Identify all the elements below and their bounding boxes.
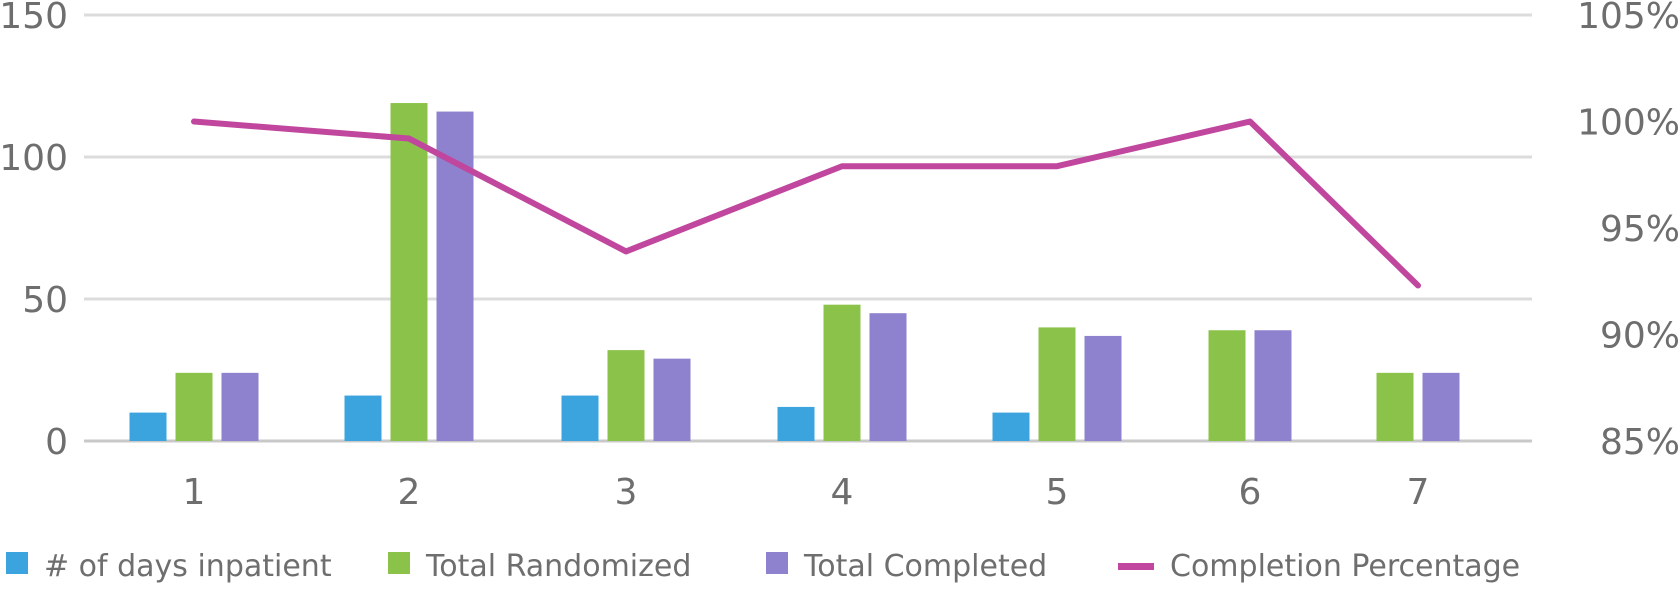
bar-of-days-inpatient: [992, 412, 1030, 441]
y2-tick-label: 100%: [1577, 103, 1680, 144]
legend-item: Total Randomized: [388, 549, 691, 584]
bar-total-completed: [221, 372, 259, 441]
bar-total-randomized: [1038, 327, 1076, 441]
bar-total-randomized: [1376, 372, 1414, 441]
legend: # of days inpatient Total Randomized Total…: [6, 549, 1520, 584]
legend-swatch: [6, 552, 28, 574]
legend-label: # of days inpatient: [44, 549, 332, 584]
bar-total-randomized: [823, 304, 861, 441]
legend-item: Completion Percentage: [1118, 549, 1520, 584]
legend-swatch: [1118, 563, 1154, 570]
x-tick-label: 5: [1046, 472, 1069, 513]
x-tick-label: 2: [398, 472, 421, 513]
y-tick-label: 0: [45, 422, 68, 463]
x-tick-label: 3: [615, 472, 638, 513]
bar-series: [129, 103, 1460, 441]
legend-item: # of days inpatient: [6, 549, 332, 584]
legend-label: Total Completed: [803, 549, 1047, 584]
legend-label: Completion Percentage: [1170, 549, 1520, 584]
bar-total-completed: [1254, 330, 1292, 441]
bar-total-completed: [1084, 335, 1122, 441]
bar-of-days-inpatient: [561, 395, 599, 441]
legend-swatch: [388, 552, 410, 574]
bar-total-completed: [653, 358, 691, 441]
x-tick-label: 1: [183, 472, 206, 513]
y-axis-right: 85% 90% 95% 100% 105%: [1577, 0, 1680, 463]
bar-of-days-inpatient: [777, 406, 815, 441]
bar-total-randomized: [607, 350, 645, 441]
bar-total-randomized: [1208, 330, 1246, 441]
bar-of-days-inpatient: [344, 395, 382, 441]
y2-tick-label: 85%: [1600, 422, 1680, 463]
y2-tick-label: 95%: [1600, 209, 1680, 250]
x-tick-label: 7: [1407, 472, 1430, 513]
legend-label: Total Randomized: [425, 549, 691, 584]
y-tick-label: 150: [0, 0, 68, 37]
gridlines: [84, 13, 1532, 443]
bar-total-completed: [869, 313, 907, 441]
y-tick-label: 100: [0, 138, 68, 179]
line-completion-percentage: [191, 118, 1421, 289]
bar-total-completed: [1422, 372, 1460, 441]
bar-total-randomized: [390, 103, 428, 441]
line-series: [191, 118, 1421, 289]
y2-tick-label: 105%: [1577, 0, 1680, 37]
x-tick-label: 6: [1239, 472, 1262, 513]
x-tick-label: 4: [831, 472, 854, 513]
x-axis: 1 2 3 4 5 6 7: [183, 472, 1430, 513]
bar-of-days-inpatient: [129, 412, 167, 441]
legend-item: Total Completed: [766, 549, 1047, 584]
y2-tick-label: 90%: [1600, 316, 1680, 357]
y-axis-left: 0 50 100 150: [0, 0, 68, 463]
legend-swatch: [766, 552, 788, 574]
bar-total-randomized: [175, 372, 213, 441]
y-tick-label: 50: [22, 280, 68, 321]
